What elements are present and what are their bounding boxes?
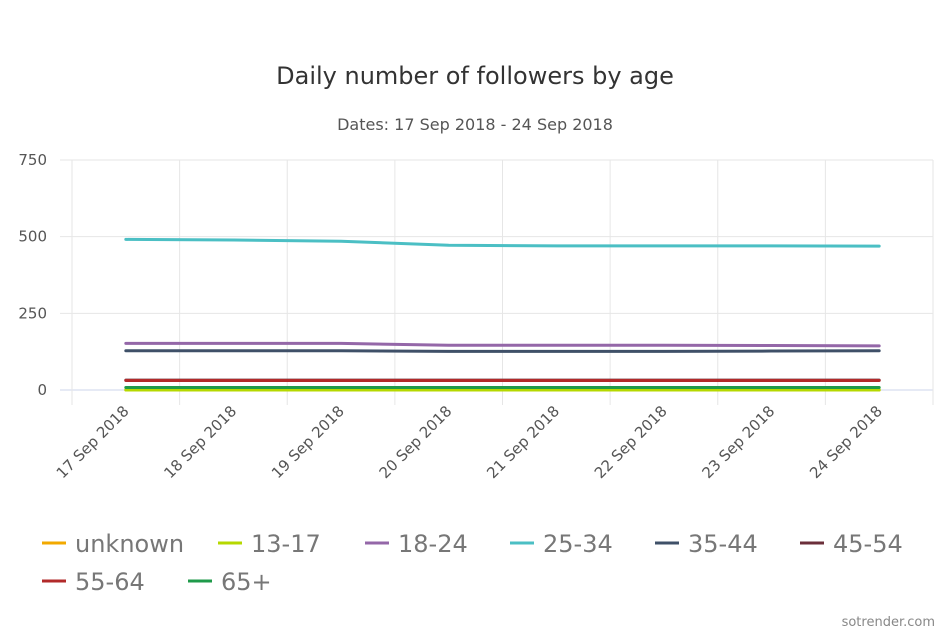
- y-tick-label: 0: [37, 381, 47, 399]
- legend-label: 18-24: [398, 530, 468, 558]
- x-tick-label: 23 Sep 2018: [698, 402, 778, 482]
- legend-item-55-64[interactable]: 55-64: [42, 568, 145, 596]
- x-tick-label: 22 Sep 2018: [591, 402, 671, 482]
- series-line-35-44: [124, 349, 881, 353]
- y-tick-label: 250: [18, 304, 47, 322]
- x-tick-label: 24 Sep 2018: [806, 402, 886, 482]
- legend-label: unknown: [75, 530, 184, 558]
- x-tick-label: 21 Sep 2018: [483, 402, 563, 482]
- legend-label: 25-34: [543, 530, 613, 558]
- legend-item-13-17[interactable]: 13-17: [218, 530, 321, 558]
- legend-label: 45-54: [833, 530, 903, 558]
- legend-item-65+[interactable]: 65+: [188, 568, 272, 596]
- legend-item-unknown[interactable]: unknown: [42, 530, 184, 558]
- credit[interactable]: sotrender.com: [842, 615, 935, 630]
- x-tick-label: 19 Sep 2018: [268, 402, 348, 482]
- legend-label: 65+: [221, 568, 272, 596]
- series-line-18-24: [124, 341, 881, 348]
- legend-item-18-24[interactable]: 18-24: [365, 530, 468, 558]
- x-tick-label: 18 Sep 2018: [160, 402, 240, 482]
- y-tick-label: 750: [18, 151, 47, 169]
- legend-label: 13-17: [251, 530, 321, 558]
- legend-item-35-44[interactable]: 35-44: [655, 530, 758, 558]
- x-tick-label: 20 Sep 2018: [376, 402, 456, 482]
- chart-title: Daily number of followers by age: [276, 62, 674, 90]
- chart-subtitle: Dates: 17 Sep 2018 - 24 Sep 2018: [337, 115, 613, 134]
- legend-item-25-34[interactable]: 25-34: [510, 530, 613, 558]
- y-tick-label: 500: [18, 228, 47, 246]
- legend-label: 55-64: [75, 568, 145, 596]
- series-line-25-34: [124, 237, 881, 248]
- legend-label: 35-44: [688, 530, 758, 558]
- x-tick-label: 17 Sep 2018: [53, 402, 133, 482]
- legend-item-45-54[interactable]: 45-54: [800, 530, 903, 558]
